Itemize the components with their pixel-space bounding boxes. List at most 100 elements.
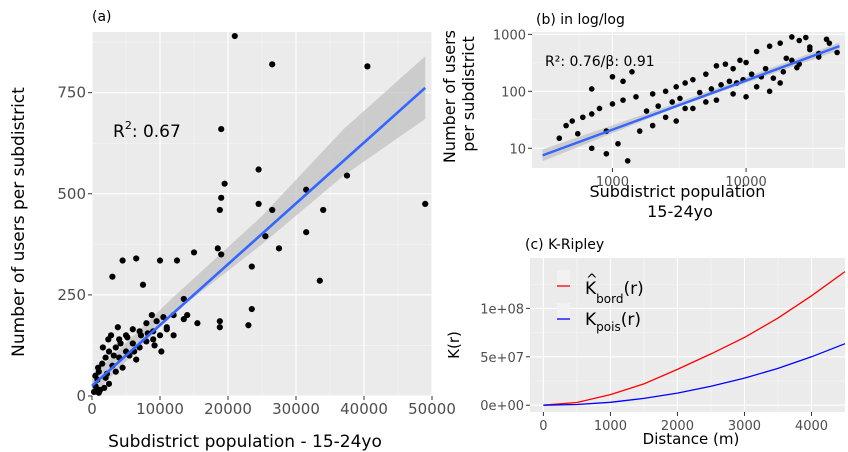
data-point <box>777 80 783 86</box>
data-point <box>216 318 223 325</box>
data-point <box>730 65 736 72</box>
data-point <box>248 305 255 313</box>
data-point <box>216 324 223 331</box>
data-point <box>163 324 170 331</box>
panel-c-gridlines <box>530 258 845 412</box>
data-point <box>777 40 783 46</box>
data-point <box>105 380 113 387</box>
data-point <box>766 88 773 95</box>
panel-b-y-ticks: 10 100 1000 <box>493 28 532 157</box>
data-point <box>99 360 106 367</box>
data-point <box>320 206 327 214</box>
data-point <box>158 348 165 355</box>
data-point <box>730 91 736 97</box>
data-point <box>102 354 109 361</box>
data-point <box>803 34 809 41</box>
panel-a-y-ticks: 0 250 500 750 <box>57 84 92 405</box>
x-tick-label: 3000 <box>728 419 761 434</box>
data-point <box>101 384 108 392</box>
legend-label-bord-hat: ^ <box>586 272 598 288</box>
data-point <box>743 94 749 100</box>
data-point <box>713 97 720 103</box>
x-tick-label: 1000 <box>594 419 627 434</box>
y-tick-label: 1000 <box>493 28 526 43</box>
data-point <box>643 108 650 114</box>
data-point <box>150 336 157 343</box>
data-point <box>636 128 643 134</box>
panel-a-title: (a) <box>92 9 112 25</box>
y-tick-label: 0 <box>76 387 86 405</box>
data-point <box>722 61 729 67</box>
data-point <box>255 200 262 207</box>
data-point <box>690 76 696 83</box>
data-point <box>834 49 840 56</box>
data-point <box>780 69 787 75</box>
data-point <box>269 206 276 214</box>
data-point <box>110 352 117 359</box>
panel-c-x-ticks: 0 1000 2000 3000 4000 <box>539 412 828 434</box>
data-point <box>221 180 228 187</box>
data-point <box>629 69 635 75</box>
data-point <box>609 101 616 107</box>
data-point <box>649 91 656 97</box>
data-point <box>815 54 822 60</box>
x-tick-label: 20000 <box>204 400 252 418</box>
panel-c-legend: Kbord(r) ^ Kpois(r) <box>557 270 644 334</box>
data-point <box>563 122 569 129</box>
legend-label-bord: Kbord(r) <box>585 279 644 306</box>
data-point <box>160 314 167 321</box>
data-point <box>690 105 696 112</box>
panel-c-y-ticks: 0e+00 5e+07 1e+08 <box>480 302 530 414</box>
panel-a-x-axis-title: Subdistrict population - 15-24yo <box>108 432 382 452</box>
data-point <box>303 229 310 236</box>
data-point <box>673 83 680 90</box>
data-point <box>218 251 225 258</box>
data-point <box>726 78 733 85</box>
x-tick-label: 30000 <box>272 400 320 418</box>
data-point <box>682 105 688 112</box>
x-tick-label: 10000 <box>725 175 766 190</box>
data-point <box>569 118 576 124</box>
data-point <box>703 99 709 105</box>
data-point <box>748 71 755 77</box>
data-point <box>194 320 201 327</box>
data-point <box>588 145 595 152</box>
data-point <box>143 320 150 327</box>
data-point <box>153 318 160 325</box>
panel-c-y-axis-title: K(r) <box>445 331 463 359</box>
data-point <box>609 73 616 80</box>
data-point <box>807 44 813 50</box>
data-point <box>156 257 164 264</box>
data-point <box>231 32 238 40</box>
data-point <box>112 368 119 375</box>
data-point <box>574 130 581 137</box>
data-point <box>789 57 795 64</box>
data-point <box>133 255 140 262</box>
data-point <box>129 340 136 347</box>
data-point <box>603 150 610 157</box>
data-point <box>95 364 102 371</box>
data-point <box>796 37 803 44</box>
data-point <box>737 57 743 64</box>
data-point <box>708 86 715 92</box>
data-point <box>588 86 595 92</box>
panel-b-y-axis-title: Number of users per subdistrict <box>440 25 478 163</box>
y-tick-label: 5e+07 <box>480 351 524 366</box>
data-point <box>682 80 688 86</box>
data-point <box>422 200 429 207</box>
x-tick-label: 2000 <box>661 419 694 434</box>
data-point <box>214 245 221 252</box>
x-tick-label: 50000 <box>408 400 456 418</box>
data-point <box>580 114 586 121</box>
series-line-k-bord <box>543 271 846 406</box>
x-tick-label: 0 <box>539 419 547 434</box>
panel-a-x-ticks: 0 10000 20000 30000 40000 50000 <box>87 396 456 418</box>
panel-b-annotation: R²: 0.76/β: 0.91 <box>545 54 655 70</box>
data-point <box>743 59 749 66</box>
data-point <box>99 344 106 351</box>
x-tick-label: 10000 <box>136 400 184 418</box>
y-tick-label: 750 <box>57 84 86 102</box>
data-point <box>826 40 833 46</box>
data-point <box>156 332 164 339</box>
